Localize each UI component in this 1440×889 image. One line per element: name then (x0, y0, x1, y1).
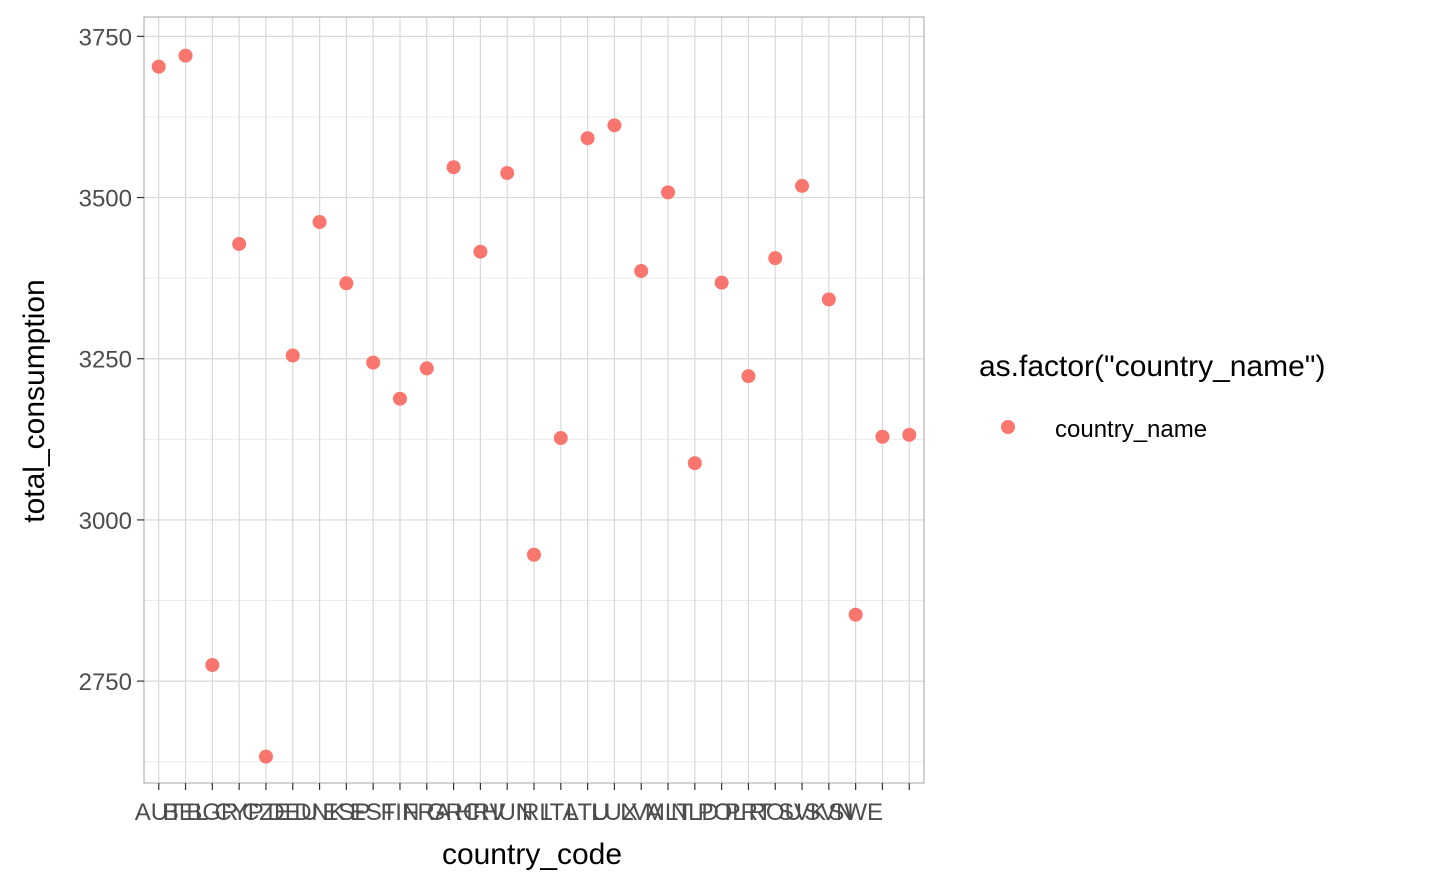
x-tick-label: SVK (778, 799, 826, 826)
y-tick-label: 2750 (79, 669, 132, 696)
x-tick-label: SWE (828, 799, 883, 826)
x-tick-label: AUT (135, 799, 183, 826)
x-tick-label: BGR (186, 799, 238, 826)
legend-item-label: country_name (1055, 416, 1207, 443)
data-point (151, 59, 166, 74)
data-point (768, 251, 783, 266)
x-tick-label: NLD (671, 799, 719, 826)
x-tick-label: FIN (381, 799, 420, 826)
x-tick-label: POL (698, 799, 746, 826)
x-axis-ticks: AUTBELBGRCYPCZEDEUDNKESPESTFINFRAGRCHRVH… (135, 783, 910, 826)
data-point (580, 131, 595, 146)
major-gridlines (144, 17, 924, 783)
x-tick-label: PRT (725, 799, 773, 826)
x-tick-label: LVA (620, 799, 662, 826)
data-point (285, 348, 300, 363)
data-point (205, 658, 220, 673)
x-tick-label: LTU (566, 799, 610, 826)
x-tick-label: BEL (163, 799, 208, 826)
x-tick-label: CYP (214, 799, 263, 826)
x-tick-label: HUN (481, 799, 533, 826)
legend-title: as.factor("country_name") (979, 350, 1325, 383)
y-tick-label: 3500 (79, 186, 132, 213)
x-tick-label: GRC (427, 799, 480, 826)
data-point (500, 166, 515, 181)
x-tick-label: CZE (242, 799, 290, 826)
data-point (232, 236, 247, 251)
x-tick-label: DNK (294, 799, 345, 826)
data-point (339, 276, 354, 291)
x-tick-label: SVN (804, 799, 853, 826)
x-tick-label: FRA (403, 799, 451, 826)
data-point (312, 215, 327, 230)
data-point (527, 547, 541, 562)
x-tick-label: HRV (455, 799, 505, 826)
x-tick-label: IRL (515, 799, 552, 826)
data-point (258, 749, 273, 764)
x-tick-label: MLT (645, 799, 692, 826)
data-point (553, 431, 568, 446)
data-point (902, 427, 917, 442)
data-point (714, 275, 729, 290)
data-point (607, 118, 622, 133)
y-axis-ticks: 2750 3000 3250 3500 3750 (79, 24, 144, 696)
legend: as.factor("country_name") country_name (979, 350, 1325, 443)
data-points (151, 48, 917, 764)
data-point (875, 429, 890, 444)
x-tick-label: ESP (322, 799, 370, 826)
data-point (634, 264, 649, 279)
x-tick-label: EST (350, 799, 397, 826)
data-point (419, 361, 434, 376)
data-point (741, 369, 756, 384)
x-tick-label: LUX (591, 799, 638, 826)
y-tick-label: 3750 (79, 24, 132, 51)
data-point (661, 185, 676, 200)
data-point (446, 160, 461, 175)
y-axis-title: total_consumption (18, 279, 51, 523)
x-axis-title: country_code (442, 838, 622, 871)
x-tick-label: ROU (749, 799, 802, 826)
data-point (687, 456, 702, 471)
legend-point-icon (1001, 420, 1015, 434)
y-tick-label: 3000 (79, 508, 132, 535)
data-point (821, 292, 836, 307)
y-tick-label: 3250 (79, 347, 132, 374)
x-tick-label: DEU (267, 799, 318, 826)
data-point (795, 178, 810, 193)
data-point (848, 607, 863, 622)
data-point (366, 355, 381, 370)
x-tick-label: ITA (543, 799, 579, 826)
data-point (392, 391, 407, 406)
data-point (473, 244, 488, 259)
data-point (178, 48, 193, 63)
